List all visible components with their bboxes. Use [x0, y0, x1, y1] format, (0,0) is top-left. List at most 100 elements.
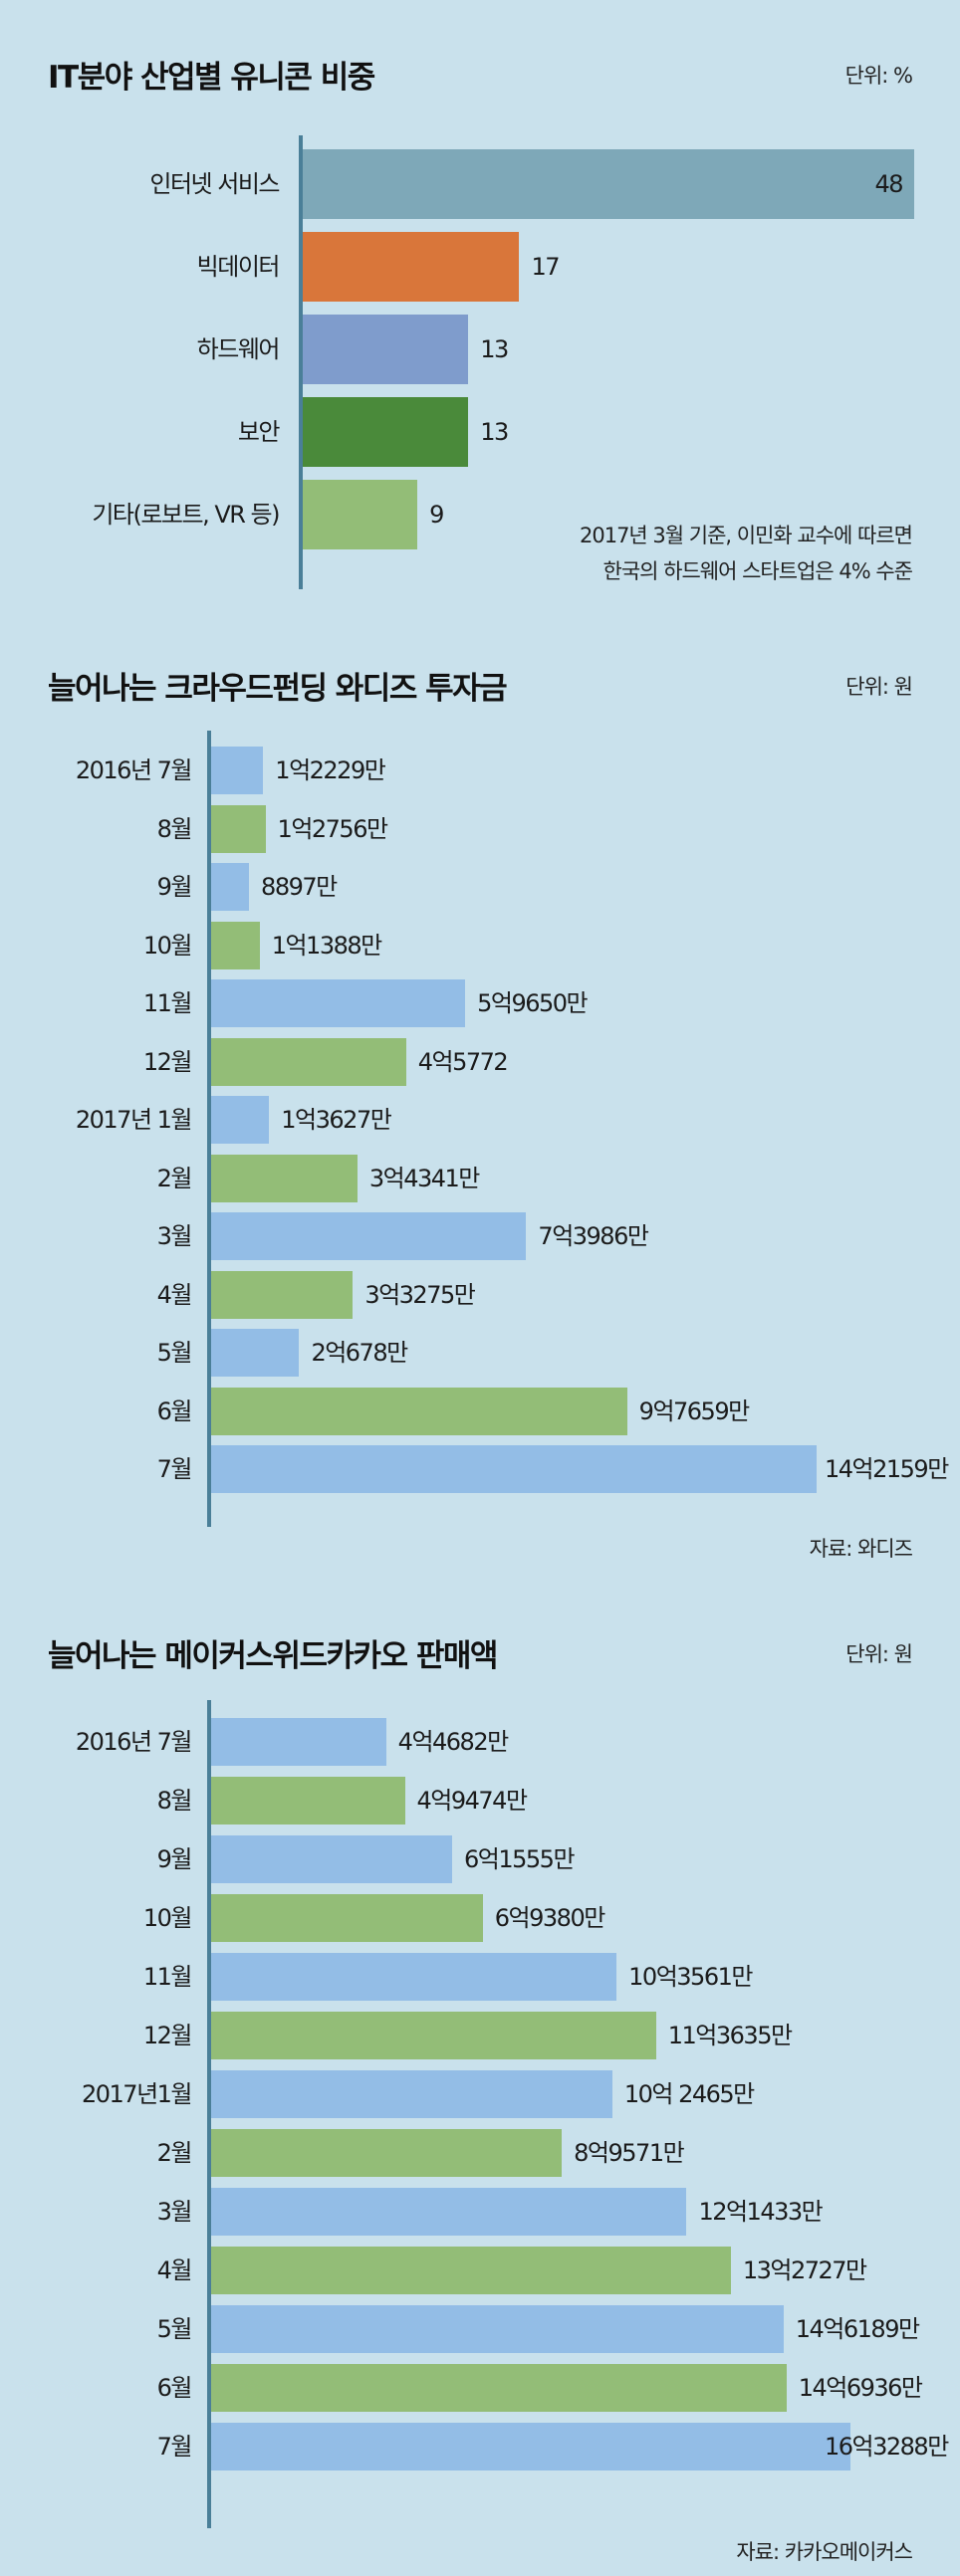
bar-row: 기타(로보트, VR 등) 9: [0, 480, 960, 549]
bar: [211, 863, 250, 911]
value-label: 3억4341만: [368, 1164, 481, 1192]
chart-unicorn-share: IT분야 산업별 유니콘 비중 단위: % 인터넷 서비스 48 빅데이터 17 하드웨…: [0, 52, 960, 589]
note: 2017년 3월 기준, 이민화 교수에 따르면 한국의 하드웨어 스타트업은 …: [579, 518, 913, 589]
bar-row: 7월 14억2159만: [0, 1445, 960, 1493]
bar: [211, 1212, 527, 1260]
chart-wadiz-funding: 늘어나는 크라우드펀딩 와디즈 투자금 단위: 원 2016년 7월 1억2229…: [0, 663, 960, 1579]
bar-row: 10월 6억9380만: [0, 1894, 960, 1942]
value-label: 2억678만: [311, 1339, 408, 1367]
value-label: 16억3288만: [825, 2433, 949, 2461]
bar-row: 2월 3억4341만: [0, 1154, 960, 1202]
bar-row: 11월 10억3561만: [0, 1953, 960, 2001]
value-label: 5억9650만: [477, 989, 589, 1017]
bar: [211, 2364, 787, 2412]
bar: [211, 1037, 406, 1086]
value-label: 4억5772: [417, 1047, 509, 1076]
category-label: 11월: [142, 1963, 193, 1991]
value-label: 1억1388만: [271, 931, 383, 960]
category-label: 2016년 7월: [75, 1728, 193, 1756]
category-label: 12월: [142, 2022, 193, 2049]
value-label: 7억3986만: [538, 1222, 649, 1250]
category-label: 4월: [156, 1280, 193, 1309]
bar-row: 2017년1월 10억 2465만: [0, 2070, 960, 2118]
bar: [303, 232, 520, 302]
value-label: 4억4682만: [397, 1728, 510, 1756]
category-label: 2016년 7월: [75, 756, 193, 784]
value-label: 1억3627만: [281, 1106, 392, 1134]
category-label: 4월: [156, 2256, 193, 2284]
category-label: 5월: [156, 2315, 193, 2343]
bar: [211, 1329, 300, 1377]
value-label: 11억3635만: [667, 2022, 793, 2049]
source-label: 자료: 카카오메이커스: [736, 2540, 913, 2564]
y-axis-line: [207, 1700, 211, 2528]
category-label: 7월: [156, 2433, 193, 2461]
category-label: 보안: [237, 418, 281, 446]
bar: [211, 747, 264, 794]
value-label: 9억7659만: [638, 1396, 751, 1425]
category-label: 12월: [142, 1047, 193, 1076]
value-label: 8897만: [261, 873, 338, 901]
bar-row: 4월 13억2727만: [0, 2247, 960, 2294]
bar-row: 빅데이터 17: [0, 232, 960, 302]
bar: [303, 397, 469, 467]
bar: [303, 315, 469, 384]
bar-row: 8월 4억9474만: [0, 1777, 960, 1825]
note-line-1: 2017년 3월 기준, 이민화 교수에 따르면: [579, 524, 913, 547]
bar-row: 8월 1억2756만: [0, 804, 960, 853]
value-label: 12억1433만: [698, 2198, 823, 2226]
value-label: 1억2756만: [277, 814, 389, 843]
bar: [211, 979, 466, 1027]
category-label: 3월: [156, 2198, 193, 2226]
bar: [211, 2247, 731, 2294]
bar-row: 12월 4억5772: [0, 1037, 960, 1086]
value-label: 10억 2465만: [623, 2080, 755, 2108]
value-label: 13억2727만: [742, 2256, 867, 2284]
chart-title: 늘어나는 크라우드펀딩 와디즈 투자금: [48, 671, 508, 707]
category-label: 10월: [142, 1904, 193, 1932]
category-label: 7월: [156, 1455, 193, 1483]
bar-row: 3월 7억3986만: [0, 1212, 960, 1260]
value-label: 14억6189만: [795, 2315, 920, 2343]
category-label: 3월: [156, 1222, 193, 1250]
unit-label: 단위: 원: [845, 1642, 913, 1666]
value-label: 4억9474만: [416, 1787, 529, 1815]
bar-row: 6월 9억7659만: [0, 1387, 960, 1435]
category-label: 9월: [156, 1845, 193, 1873]
category-label: 10월: [142, 931, 193, 960]
bar-row: 6월 14억6936만: [0, 2364, 960, 2412]
unit-label: 단위: %: [844, 64, 913, 88]
bar: [211, 2188, 687, 2236]
bar-row: 2016년 7월 1억2229만: [0, 747, 960, 794]
bar: [211, 1154, 358, 1202]
value-label: 48: [874, 170, 903, 198]
bar: [211, 2129, 563, 2177]
category-label: 9월: [156, 873, 193, 901]
bar-row: 9월 6억1555만: [0, 1835, 960, 1883]
bar: [303, 480, 418, 549]
bar-row: 5월 2억678만: [0, 1329, 960, 1377]
value-label: 13: [480, 418, 509, 446]
value-label: 3억3275만: [364, 1280, 476, 1309]
y-axis-line: [207, 731, 211, 1527]
bar: [211, 2012, 656, 2059]
chart-makers-sales: 늘어나는 메이커스위드카카오 판매액 단위: 원 2016년 7월 4억4682만…: [0, 1630, 960, 2566]
value-label: 14억6936만: [798, 2374, 923, 2402]
bar: [211, 1445, 817, 1493]
bar-row: 2월 8억9571만: [0, 2129, 960, 2177]
value-label: 14억2159만: [825, 1455, 949, 1483]
value-label: 13: [480, 335, 509, 363]
category-label: 2017년1월: [81, 2080, 193, 2108]
bar-row: 5월 14억6189만: [0, 2305, 960, 2353]
category-label: 6월: [156, 2374, 193, 2402]
category-label: 2017년 1월: [75, 1106, 193, 1134]
bar: [211, 1953, 617, 2001]
value-label: 17: [531, 253, 560, 281]
value-label: 9: [429, 501, 444, 529]
bar: [211, 2423, 850, 2470]
bar: [211, 921, 260, 969]
bar-row: 10월 1억1388만: [0, 921, 960, 969]
category-label: 2월: [156, 1164, 193, 1192]
category-label: 2월: [156, 2139, 193, 2167]
bar-row: 보안 13: [0, 397, 960, 467]
